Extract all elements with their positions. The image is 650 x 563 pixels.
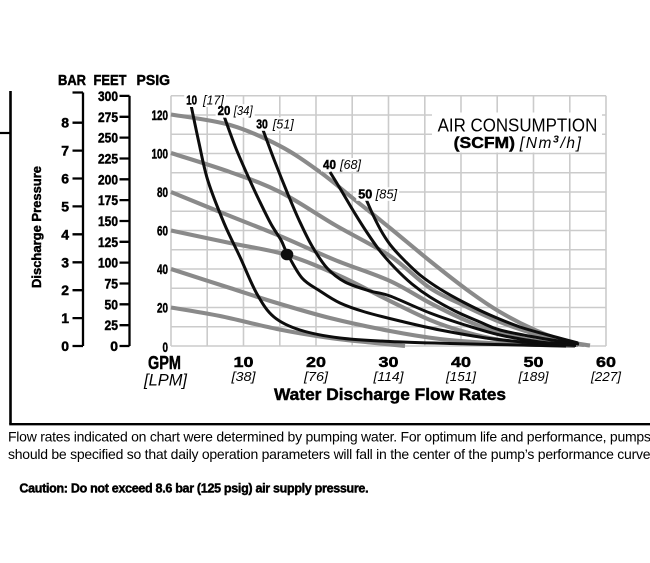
svg-text:40: 40 <box>323 158 336 172</box>
svg-text:6: 6 <box>61 171 69 187</box>
svg-text:0: 0 <box>110 338 118 354</box>
svg-text:should be specified so that da: should be specified so that daily operat… <box>8 446 650 462</box>
svg-text:[85]: [85] <box>375 187 398 201</box>
svg-text:8: 8 <box>61 115 69 131</box>
svg-text:[51]: [51] <box>272 117 295 131</box>
svg-text:125: 125 <box>98 234 118 250</box>
svg-text:2: 2 <box>61 282 69 298</box>
svg-text:225: 225 <box>98 151 118 167</box>
svg-text:[17]: [17] <box>202 94 224 108</box>
svg-text:275: 275 <box>98 109 118 125</box>
svg-text:GPM: GPM <box>148 353 181 373</box>
svg-text:Water Discharge Flow Rates: Water Discharge Flow Rates <box>274 385 506 404</box>
svg-text:40: 40 <box>157 261 168 277</box>
svg-text:1: 1 <box>61 310 69 326</box>
svg-text:PSIG: PSIG <box>137 72 171 89</box>
svg-text:[151]: [151] <box>445 369 476 384</box>
svg-text:50: 50 <box>524 354 544 371</box>
svg-text:30: 30 <box>256 117 268 131</box>
svg-text:120: 120 <box>152 107 169 123</box>
svg-text:7: 7 <box>61 143 69 159</box>
svg-text:Caution: Do not exceed 8.6 bar: Caution: Do not exceed 8.6 bar (125 psig… <box>19 482 368 496</box>
svg-text:60: 60 <box>596 354 616 371</box>
svg-text:[114]: [114] <box>372 369 403 384</box>
svg-text:BAR: BAR <box>58 72 86 89</box>
svg-text:Discharge Pressure: Discharge Pressure <box>29 166 44 288</box>
svg-text:[189]: [189] <box>517 369 548 384</box>
svg-text:200: 200 <box>98 171 118 187</box>
svg-text:0: 0 <box>61 338 69 354</box>
svg-text:25: 25 <box>105 317 119 333</box>
svg-text:[Nm3/h]: [Nm3/h] <box>519 134 583 153</box>
svg-text:300: 300 <box>98 88 118 104</box>
svg-text:5: 5 <box>61 198 69 214</box>
svg-text:20: 20 <box>306 354 326 371</box>
svg-text:3: 3 <box>61 254 69 270</box>
svg-text:150: 150 <box>98 213 118 229</box>
svg-text:75: 75 <box>105 276 119 292</box>
svg-text:Flow rates indicated on chart: Flow rates indicated on chart were deter… <box>8 429 650 445</box>
svg-text:FEET: FEET <box>94 72 127 89</box>
svg-text:[34]: [34] <box>233 104 253 118</box>
svg-text:0: 0 <box>163 339 169 355</box>
svg-text:30: 30 <box>379 354 399 371</box>
svg-text:(SCFM): (SCFM) <box>454 135 515 152</box>
svg-text:20: 20 <box>157 300 168 316</box>
svg-text:100: 100 <box>152 146 169 162</box>
svg-text:50: 50 <box>105 296 119 312</box>
svg-text:4: 4 <box>61 226 69 242</box>
svg-text:[76]: [76] <box>303 369 329 384</box>
svg-text:50: 50 <box>358 187 372 201</box>
svg-text:10: 10 <box>186 94 197 108</box>
svg-text:80: 80 <box>157 184 168 200</box>
svg-text:60: 60 <box>157 223 168 239</box>
svg-text:[LPM]: [LPM] <box>143 372 187 390</box>
svg-text:100: 100 <box>98 255 118 271</box>
svg-text:AIR CONSUMPTION: AIR CONSUMPTION <box>438 115 598 136</box>
svg-text:[68]: [68] <box>339 158 362 172</box>
svg-text:[227]: [227] <box>590 369 621 384</box>
svg-text:175: 175 <box>98 192 118 208</box>
svg-text:250: 250 <box>98 130 118 146</box>
svg-text:10: 10 <box>234 354 254 371</box>
svg-text:40: 40 <box>451 354 471 371</box>
svg-text:20: 20 <box>218 104 231 118</box>
svg-text:[38]: [38] <box>230 369 256 384</box>
